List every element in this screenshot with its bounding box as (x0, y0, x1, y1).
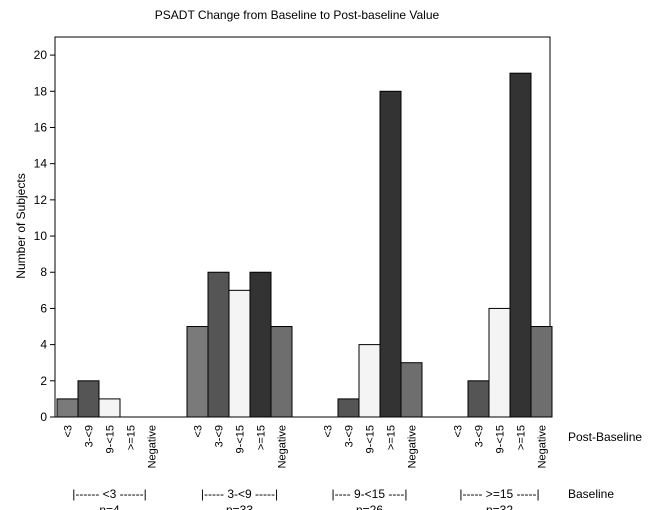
y-axis: 0 2 4 6 8 10 12 14 16 18 20 (34, 48, 55, 424)
y-axis-label: Number of Subjects (14, 173, 28, 278)
bar (379, 90, 402, 418)
bar (530, 326, 553, 418)
bar (467, 380, 490, 418)
baseline-group-labels: |------ <3 ------| n=4 |----- 3-<9 -----| n… (72, 487, 539, 510)
x-tick-label: Negative (407, 425, 419, 468)
x-tick-label: Negative (277, 425, 289, 468)
baseline-group-n: n=4 (99, 503, 120, 510)
y-tick-label: 4 (40, 338, 47, 352)
x-tick-label: 9-<15 (235, 425, 247, 453)
x-tick-label: <3 (193, 425, 205, 438)
baseline-axis-label: Baseline (568, 487, 614, 501)
bar (337, 398, 360, 418)
x-tick-label: 3-<9 (344, 425, 356, 447)
bar (56, 398, 79, 418)
baseline-group-label: |------ <3 ------| (72, 487, 147, 501)
plot-area (54, 36, 551, 418)
bar (249, 271, 272, 418)
x-tick-label: >=15 (386, 425, 398, 450)
bar (207, 271, 230, 418)
bar (270, 326, 293, 418)
x-tick-label: 9-<15 (105, 425, 117, 453)
x-tick-label: >=15 (126, 425, 138, 450)
y-tick-label: 18 (34, 84, 48, 98)
baseline-group-label: |----- >=15 -----| (459, 487, 539, 501)
bar (98, 398, 121, 418)
y-tick-label: 10 (34, 229, 48, 243)
bar (186, 326, 209, 418)
y-tick-label: 6 (40, 301, 47, 315)
chart-title: PSADT Change from Baseline to Post-basel… (155, 8, 440, 22)
bars (56, 72, 553, 418)
x-tick-label: 3-<9 (84, 425, 96, 447)
bar (228, 289, 251, 418)
x-tick-label: <3 (63, 425, 75, 438)
y-tick-label: 2 (40, 374, 47, 388)
y-tick-label: 12 (34, 193, 48, 207)
bar (488, 307, 511, 418)
x-tick-label: 3-<9 (214, 425, 226, 447)
x-tick-label: Negative (537, 425, 549, 468)
bar (509, 72, 532, 418)
bar (358, 344, 381, 418)
x-tick-label: 9-<15 (495, 425, 507, 453)
y-tick-label: 14 (34, 157, 48, 171)
y-tick-label: 8 (40, 265, 47, 279)
x-tick-label: Negative (147, 425, 159, 468)
baseline-group-label: |---- 9-<15 ----| (332, 487, 408, 501)
x-tick-label: 3-<9 (474, 425, 486, 447)
x-tick-label: <3 (323, 425, 335, 438)
y-tick-label: 0 (40, 410, 47, 424)
y-tick-label: 20 (34, 48, 48, 62)
x-tick-label: >=15 (256, 425, 268, 450)
baseline-group-n: n=33 (226, 503, 253, 510)
post-baseline-axis-label: Post-Baseline (568, 430, 642, 444)
x-tick-labels: <3 3-<9 9-<15 >=15 Negative <3 3-<9 9-<15 >=15 Ne… (63, 425, 549, 468)
x-tick-label: <3 (453, 425, 465, 438)
y-tick-label: 16 (34, 120, 48, 134)
baseline-group-label: |----- 3-<9 -----| (201, 487, 278, 501)
x-tick-label: 9-<15 (365, 425, 377, 453)
baseline-group-n: n=26 (356, 503, 383, 510)
baseline-group-n: n=32 (486, 503, 513, 510)
x-tick-label: >=15 (516, 425, 528, 450)
bar (400, 362, 423, 418)
bar (77, 380, 100, 418)
